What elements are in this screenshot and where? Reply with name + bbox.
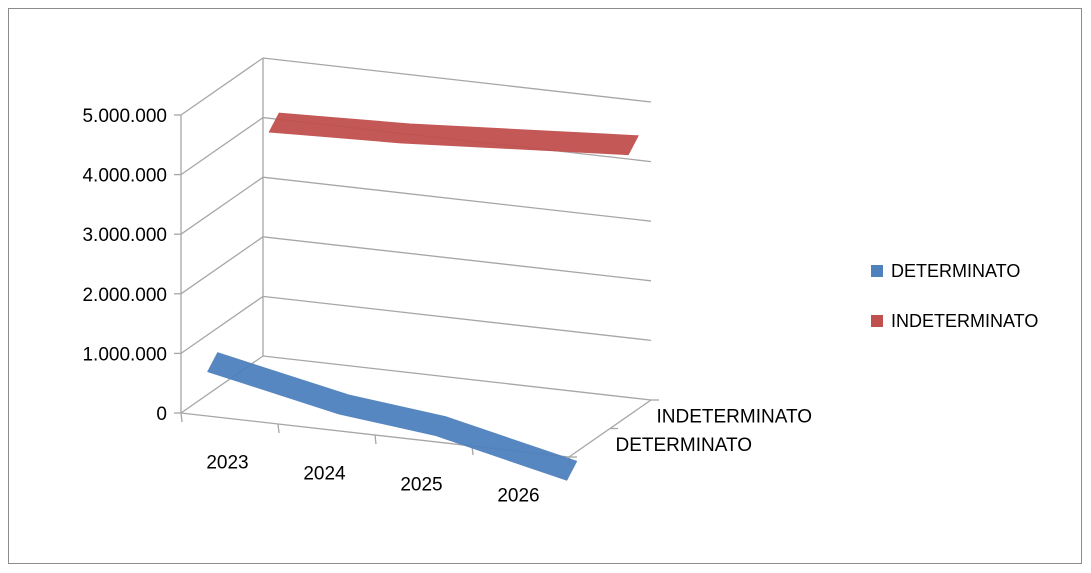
chart-canvas: 0 1.000.000 2.000.000 3.000.000 4.000.000 5.0… <box>82 57 1038 507</box>
axis-labels: 0 1.000.000 2.000.000 3.000.000 4.000.000 5.0… <box>82 106 812 507</box>
y-tick-label: 3.000.000 <box>82 225 167 246</box>
legend-swatch <box>871 265 883 277</box>
axes <box>174 58 659 467</box>
y-tick-label: 2.000.000 <box>82 285 167 306</box>
x-tick-label: 2024 <box>303 464 346 485</box>
legend: DETERMINATO INDETERMINATO <box>871 261 1038 331</box>
y-tick-label: 4.000.000 <box>82 166 167 187</box>
x-tick-mark <box>374 434 377 445</box>
y-tick-label: 0 <box>156 404 167 425</box>
x-tick-mark <box>180 412 183 423</box>
gridline <box>180 295 652 354</box>
x-tick-label: 2025 <box>400 475 442 496</box>
legend-label: INDETERMINATO <box>891 311 1038 331</box>
x-tick-label: 2026 <box>497 486 539 507</box>
series-ribbon-indeterminato <box>268 112 639 156</box>
series-ribbons <box>207 112 639 481</box>
gridline <box>180 57 652 116</box>
y-tick-label: 1.000.000 <box>82 344 167 365</box>
legend-label: DETERMINATO <box>891 261 1020 281</box>
gridline <box>180 236 652 295</box>
depth-label: INDETERMINATO <box>657 406 813 427</box>
legend-swatch <box>871 315 883 327</box>
depth-label: DETERMINATO <box>616 435 753 456</box>
y-tick-label: 5.000.000 <box>82 106 167 127</box>
gridline <box>180 176 652 235</box>
chart-frame: 0 1.000.000 2.000.000 3.000.000 4.000.000 5.0… <box>8 8 1082 564</box>
series-ribbon-determinato <box>207 352 578 481</box>
gridlines <box>180 57 652 414</box>
x-tick-mark <box>277 423 280 434</box>
x-tick-label: 2023 <box>206 453 248 474</box>
